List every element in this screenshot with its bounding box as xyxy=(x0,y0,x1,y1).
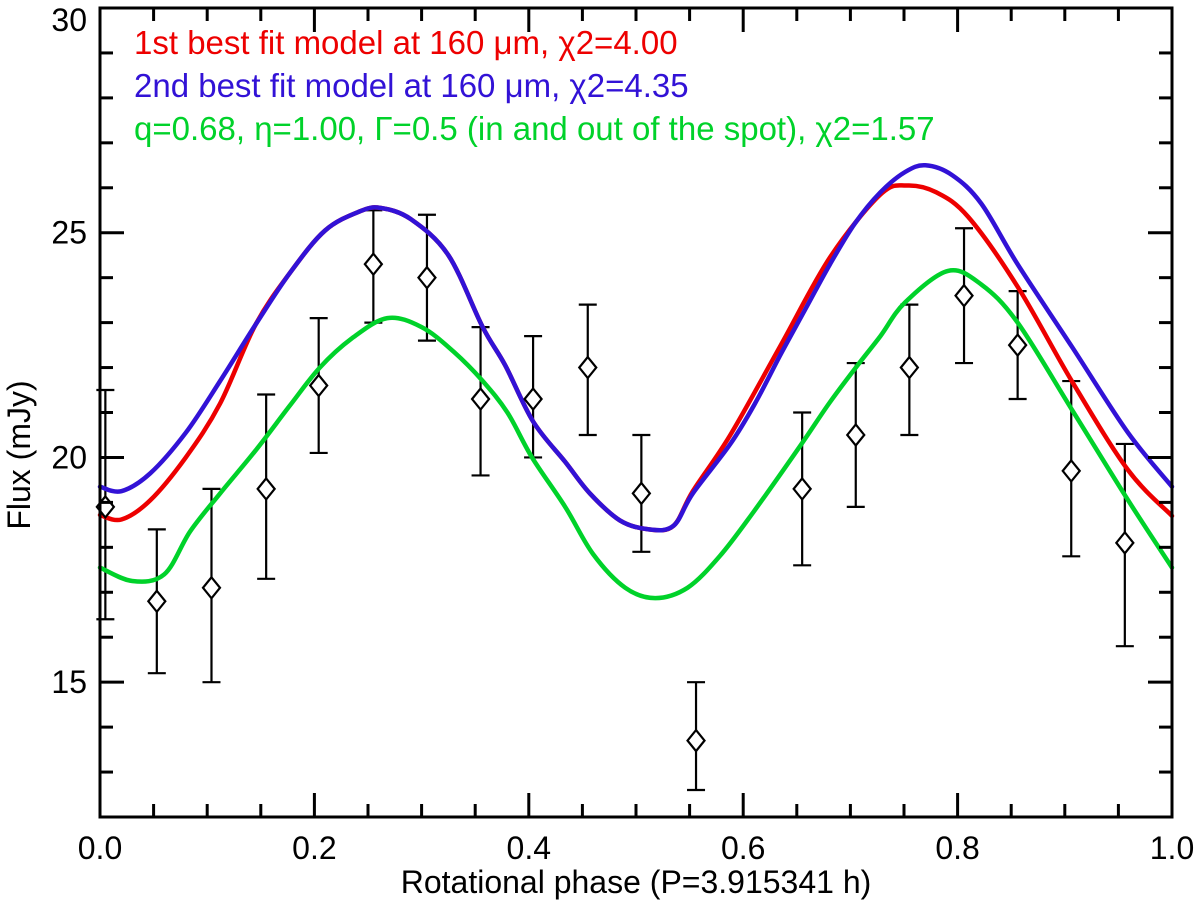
y-tick-label: 30 xyxy=(51,2,87,38)
data-point-diamond xyxy=(1061,458,1082,484)
data-point-diamond xyxy=(686,728,706,753)
data-point-diamond xyxy=(577,355,598,380)
data-point-diamond xyxy=(954,283,974,308)
data-point-diamond xyxy=(523,386,544,412)
data-point-diamond xyxy=(792,476,813,502)
x-tick-label: 0.0 xyxy=(78,830,122,866)
y-tick-label: 15 xyxy=(51,664,87,700)
x-tick-label: 1.0 xyxy=(1150,830,1194,866)
data-point-diamond xyxy=(1007,332,1028,358)
data-point-diamond xyxy=(256,476,277,502)
data-point-diamond xyxy=(1114,530,1135,556)
data-point-diamond xyxy=(470,386,491,412)
data-point-diamond xyxy=(308,373,329,398)
y-tick-label: 20 xyxy=(51,439,87,475)
y-axis-title: Flux (mJy) xyxy=(1,380,37,529)
model-curve-2nd-best-fit xyxy=(97,163,1175,533)
data-point-diamond xyxy=(899,355,920,380)
data-point-diamond xyxy=(417,265,437,290)
x-tick-label: 0.2 xyxy=(292,830,336,866)
x-axis-title: Rotational phase (P=3.915341 h) xyxy=(401,864,872,900)
model-curve-1st-best-fit xyxy=(97,183,1175,533)
legend-1st-best-fit: 1st best fit model at 160 μm, χ2=4.00 xyxy=(134,24,678,61)
model-curve-spot xyxy=(97,268,1175,601)
x-tick-label: 0.6 xyxy=(721,830,765,866)
x-tick-label: 0.4 xyxy=(507,830,551,866)
y-tick-label: 25 xyxy=(51,215,87,251)
data-point-diamond xyxy=(845,422,866,448)
legend-2nd-best-fit: 2nd best fit model at 160 μm, χ2=4.35 xyxy=(134,67,689,104)
data-point-diamond xyxy=(631,481,652,506)
data-point-diamond xyxy=(146,589,167,614)
data-point-diamond xyxy=(363,251,384,277)
x-tick-label: 0.8 xyxy=(935,830,979,866)
data-point-diamond xyxy=(201,575,222,601)
legend-spot-model: q=0.68, η=1.00, Γ=0.5 (in and out of the… xyxy=(134,110,935,147)
